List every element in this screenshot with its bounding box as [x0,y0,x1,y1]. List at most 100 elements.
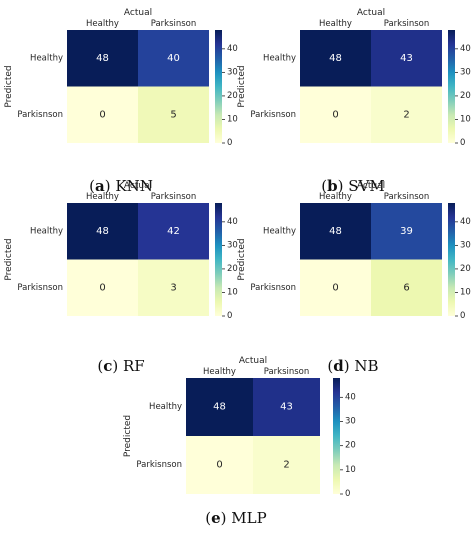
heatmap-cell-r1-c1 [371,86,442,143]
colorbar-tick-label: 30 [460,67,471,77]
colorbar-tick-label: 10 [345,465,356,475]
caption-model-name: NB [354,357,378,375]
y-tick-label: Parkisnson [136,460,182,470]
heatmap-cell-r1-c0 [67,86,138,143]
heatmap-cell-r0-c0 [67,203,138,260]
y-tick-label: Parkisnson [17,110,63,120]
heatmap-cell-r0-c1 [371,203,442,260]
y-axis-label: Predicted [4,238,14,280]
x-tick-label: Healthy [319,19,352,29]
y-tick-label: Healthy [149,402,182,412]
colorbar-tick-label: 40 [460,44,471,54]
cell-value-label: 0 [216,460,222,471]
heatmap-cell-r1-c1 [138,259,209,316]
cell-value-label: 0 [332,282,338,293]
cell-value-label: 3 [170,282,176,293]
y-tick-label: Parkisnson [17,283,63,293]
colorbar [215,203,222,316]
cell-value-label: 43 [400,53,413,64]
colorbar-tick-label: 40 [227,217,238,227]
caption-letter: a [95,177,105,195]
y-tick-label: Healthy [263,226,296,236]
caption-model-name: SVM [348,177,384,195]
x-tick-label: Parksinson [384,19,430,29]
heatmap-cell-r0-c1 [371,30,442,87]
cell-value-label: 43 [280,402,293,413]
colorbar-tick-label: 0 [460,311,465,321]
colorbar-tick-label: 20 [460,264,471,274]
cell-value-label: 48 [213,402,226,413]
colorbar-tick-label: 0 [345,489,350,499]
colorbar [448,203,455,316]
colorbar-tick-label: 40 [460,217,471,227]
colorbar-tick-label: 10 [227,114,238,124]
cell-value-label: 0 [332,109,338,120]
colorbar-tick-label: 30 [460,240,471,250]
x-tick-label: Healthy [86,19,119,29]
y-axis-label: Predicted [237,65,247,107]
colorbar-tick-label: 20 [345,441,356,451]
colorbar-tick-label: 40 [345,392,356,402]
cell-value-label: 0 [99,109,105,120]
heatmap-cell-r1-c0 [186,436,253,494]
heatmap-cell-r1-c0 [67,259,138,316]
caption-letter: c [103,357,112,375]
x-axis-label: Actual [124,8,152,18]
x-axis-label: Actual [357,181,385,191]
heatmap-cell-r0-c0 [186,378,253,436]
y-tick-label: Healthy [30,226,63,236]
x-tick-label: Parksinson [151,19,197,29]
subfigure-caption: (b) SVM [321,177,384,195]
colorbar-tick-label: 10 [460,287,471,297]
cell-value-label: 2 [403,109,409,120]
colorbar-tick-label: 10 [227,287,238,297]
subfigure-caption: (c) RF [97,357,144,375]
x-tick-label: Parksinson [384,192,430,202]
caption-model-name: MLP [231,509,266,527]
colorbar-tick-label: 40 [227,44,238,54]
y-axis-label: Predicted [4,65,14,107]
y-axis-label: Predicted [237,238,247,280]
y-tick-label: Parkisnson [250,110,296,120]
colorbar-tick-label: 30 [345,417,356,427]
x-tick-label: Parksinson [151,192,197,202]
x-tick-label: Parksinson [264,367,310,377]
x-axis-label: Actual [124,181,152,191]
heatmap-cell-r0-c1 [138,203,209,260]
heatmap-cell-r1-c0 [300,259,371,316]
colorbar-tick-label: 0 [460,138,465,148]
heatmap-cell-r1-c1 [371,259,442,316]
heatmap-cell-r1-c0 [300,86,371,143]
cell-value-label: 2 [283,460,289,471]
cell-value-label: 40 [167,53,180,64]
subfigure-caption: (d) NB [327,357,378,375]
heatmap-cell-r0-c1 [138,30,209,87]
cell-value-label: 48 [96,226,109,237]
x-axis-label: Actual [239,356,267,366]
colorbar-tick-label: 30 [227,67,238,77]
cell-value-label: 48 [329,53,342,64]
x-tick-label: Healthy [86,192,119,202]
cell-value-label: 39 [400,226,413,237]
heatmap-cell-r0-c0 [300,203,371,260]
colorbar [333,378,340,494]
subfigure-caption: (a) KNN [89,177,153,195]
colorbar [448,30,455,143]
colorbar-tick-label: 20 [460,91,471,101]
cell-value-label: 48 [329,226,342,237]
colorbar-tick-label: 20 [227,91,238,101]
heatmap-cell-r0-c1 [253,378,320,436]
y-tick-label: Parkisnson [250,283,296,293]
heatmap-cell-r0-c0 [67,30,138,87]
caption-letter: d [333,357,344,375]
colorbar-tick-label: 10 [460,114,471,124]
x-axis-label: Actual [357,8,385,18]
y-axis-label: Predicted [123,415,133,457]
cell-value-label: 0 [99,282,105,293]
caption-letter: e [211,509,221,527]
